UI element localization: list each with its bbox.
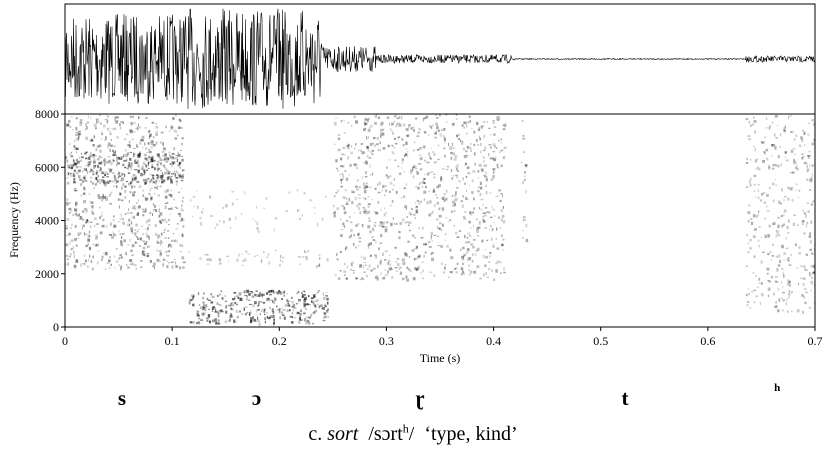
caption-prefix: c. xyxy=(308,423,328,445)
x-tick-label: 0.1 xyxy=(165,334,180,348)
energy-region xyxy=(189,189,327,233)
caption-ipa: /sɔrt xyxy=(368,423,403,445)
spectrogram-energy xyxy=(65,114,815,327)
figure-caption: c. sort /sɔrth/ ‘type, kind’ xyxy=(0,421,826,446)
axes: 0 0.1 0.2 0.3 0.4 0.5 0.6 0.7 0 2000 4000 6000 8000 xyxy=(35,107,823,348)
caption-gloss: ‘type, kind’ xyxy=(424,423,518,445)
segment-label: h xyxy=(774,382,781,394)
y-tick-label: 6000 xyxy=(35,160,59,174)
segment-label: ɔ xyxy=(251,386,262,410)
spectrogram-frame xyxy=(64,113,816,328)
energy-region xyxy=(745,114,815,314)
energy-region xyxy=(65,114,186,271)
x-tick-label: 0 xyxy=(62,334,68,348)
energy-region xyxy=(333,114,507,282)
segment-label: ɽ xyxy=(415,386,425,410)
x-axis-label: Time (s) xyxy=(420,351,461,365)
y-axis-label: Frequency (Hz) xyxy=(7,182,21,258)
x-tick-label: 0.7 xyxy=(808,334,823,348)
y-tick-label: 4000 xyxy=(35,214,59,228)
caption-word: sort xyxy=(327,423,359,445)
segment-label: t xyxy=(621,386,629,410)
x-tick-label: 0.6 xyxy=(700,334,715,348)
x-tick-label: 0.5 xyxy=(593,334,608,348)
energy-region xyxy=(65,151,185,186)
segment-label: s xyxy=(117,386,127,410)
waveform-path xyxy=(65,8,815,109)
y-tick-label: 8000 xyxy=(35,107,59,121)
energy-region xyxy=(188,289,330,327)
y-tick-label: 0 xyxy=(53,320,59,334)
y-tick-label: 2000 xyxy=(35,267,59,281)
x-tick-label: 0.3 xyxy=(379,334,394,348)
x-tick-label: 0.2 xyxy=(272,334,287,348)
waveform-trace xyxy=(65,8,815,109)
energy-region xyxy=(520,119,529,243)
energy-region xyxy=(188,249,329,268)
x-tick-label: 0.4 xyxy=(486,334,501,348)
caption-ipa-superscript: h xyxy=(402,421,409,436)
caption-ipa-end: / xyxy=(408,423,415,445)
spectrogram-figure: 0 0.1 0.2 0.3 0.4 0.5 0.6 0.702000400060008000 … xyxy=(7,3,823,365)
